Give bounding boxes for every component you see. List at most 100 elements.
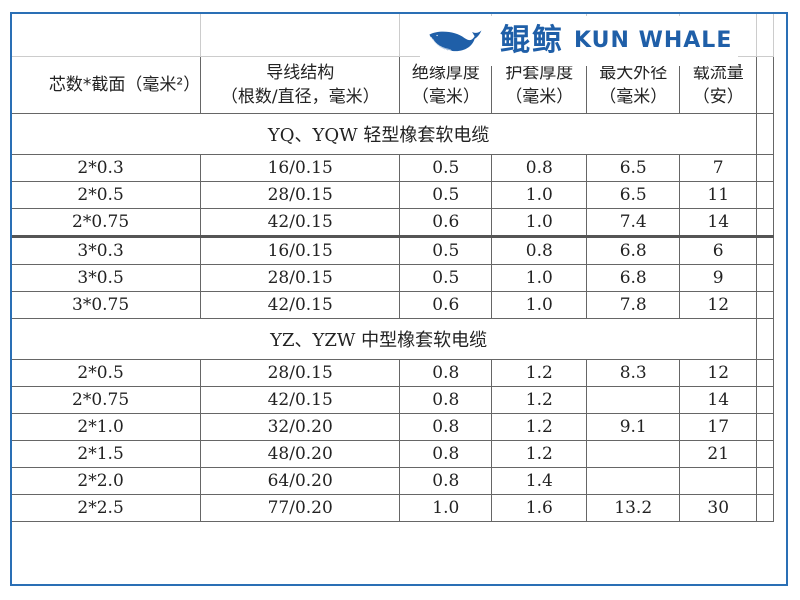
- table-cell: 17: [679, 413, 758, 441]
- table-cell: 8.3: [586, 359, 681, 387]
- table-cell: 0.5: [399, 181, 493, 209]
- table-cell: 11: [679, 181, 758, 209]
- table-cell: 1.0: [491, 208, 588, 237]
- table-viewport: 芯数*截面（毫米²） 导线结构 （根数/直径，毫米） 绝缘厚度 （毫米） 护套厚度 （…: [12, 14, 786, 540]
- blank-cell: [12, 14, 202, 57]
- blank-cell: [756, 467, 774, 495]
- blank-cell: [756, 154, 774, 182]
- table-cell: 42/0.15: [200, 386, 401, 414]
- table-cell: 1.0: [491, 181, 588, 209]
- blank-cell: [756, 113, 774, 155]
- table-cell: 2*2.0: [12, 467, 202, 495]
- table-cell: 0.6: [399, 208, 493, 237]
- logo-english-text: KUN WHALE: [574, 28, 733, 53]
- table-cell: 0.8: [399, 440, 493, 468]
- table-cell: 48/0.20: [200, 440, 401, 468]
- table-cell: 0.8: [399, 467, 493, 495]
- section-row: YQ、YQW 轻型橡套软电缆: [12, 113, 774, 155]
- table-cell: 77/0.20: [200, 494, 401, 522]
- blank-cell: [756, 235, 774, 265]
- table-cell: 14: [679, 208, 758, 237]
- table-cell: 2*1.0: [12, 413, 202, 441]
- table-cell: 2*0.3: [12, 154, 202, 182]
- table-cell: 7: [679, 154, 758, 182]
- table-row: 2*0.5 28/0.15 0.8 1.2 8.3 12: [12, 359, 774, 387]
- section-title: YQ、YQW 轻型橡套软电缆: [12, 113, 758, 155]
- blank-cell: [756, 56, 774, 114]
- table-cell: 6: [679, 235, 758, 265]
- table-cell: 0.8: [491, 154, 588, 182]
- cable-spec-table: 芯数*截面（毫米²） 导线结构 （根数/直径，毫米） 绝缘厚度 （毫米） 护套厚度 （…: [12, 14, 774, 522]
- table-cell: 3*0.5: [12, 264, 202, 292]
- header-cell: 载流量 （安）: [679, 56, 758, 114]
- table-cell: 32/0.20: [200, 413, 401, 441]
- table-cell: 30: [679, 494, 758, 522]
- blank-cell: [756, 440, 774, 468]
- table-cell: [586, 386, 681, 414]
- table-cell: 64/0.20: [200, 467, 401, 495]
- table-cell: [586, 440, 681, 468]
- blank-cell: [756, 264, 774, 292]
- blank-cell: [756, 494, 774, 522]
- table-cell: 2*2.5: [12, 494, 202, 522]
- table-cell: 13.2: [586, 494, 681, 522]
- table-cell: 0.5: [399, 154, 493, 182]
- table-cell: 3*0.75: [12, 291, 202, 319]
- table-cell: 2*0.75: [12, 208, 202, 237]
- table-cell: 6.5: [586, 154, 681, 182]
- table-cell: 1.4: [491, 467, 588, 495]
- table-cell: 3*0.3: [12, 235, 202, 265]
- table-row: 2*0.5 28/0.15 0.5 1.0 6.5 11: [12, 181, 774, 209]
- table-cell: 1.2: [491, 413, 588, 441]
- table-cell: 1.0: [491, 291, 588, 319]
- table-cell: 1.0: [491, 264, 588, 292]
- table-cell: 16/0.15: [200, 154, 401, 182]
- table-row: 3*0.5 28/0.15 0.5 1.0 6.8 9: [12, 264, 774, 292]
- table-cell: 6.8: [586, 235, 681, 265]
- table-cell: 7.8: [586, 291, 681, 319]
- table-cell: 2*1.5: [12, 440, 202, 468]
- table-cell: 42/0.15: [200, 291, 401, 319]
- blank-cell: [756, 181, 774, 209]
- table-cell: 28/0.15: [200, 264, 401, 292]
- table-cell: 2*0.75: [12, 386, 202, 414]
- table-cell: 1.2: [491, 359, 588, 387]
- table-cell: 6.8: [586, 264, 681, 292]
- whale-logo-icon: [429, 30, 482, 52]
- blank-cell: [756, 359, 774, 387]
- table-row: 2*2.5 77/0.20 1.0 1.6 13.2 30: [12, 494, 774, 522]
- table-cell: 1.2: [491, 386, 588, 414]
- table-cell: 1.6: [491, 494, 588, 522]
- table-cell: 9: [679, 264, 758, 292]
- table-cell: 1.0: [399, 494, 493, 522]
- table-row: 2*1.0 32/0.20 0.8 1.2 9.1 17: [12, 413, 774, 441]
- table-row: 3*0.75 42/0.15 0.6 1.0 7.8 12: [12, 291, 774, 319]
- table-cell: 12: [679, 359, 758, 387]
- table-cell: 6.5: [586, 181, 681, 209]
- table-row: 2*1.5 48/0.20 0.8 1.2 21: [12, 440, 774, 468]
- table-cell: [679, 467, 758, 495]
- table-cell: 0.8: [399, 413, 493, 441]
- table-cell: [586, 467, 681, 495]
- table-cell: 28/0.15: [200, 181, 401, 209]
- section-title: YZ、YZW 中型橡套软电缆: [12, 318, 758, 360]
- table-cell: 0.5: [399, 264, 493, 292]
- table-cell: 0.8: [491, 235, 588, 265]
- table-cell: 21: [679, 440, 758, 468]
- blank-cell: [200, 14, 401, 57]
- table-row: 2*0.3 16/0.15 0.5 0.8 6.5 7: [12, 154, 774, 182]
- blank-cell: [756, 291, 774, 319]
- blank-cell: [756, 318, 774, 360]
- table-cell: 42/0.15: [200, 208, 401, 237]
- blank-cell: [756, 386, 774, 414]
- table-row: 2*2.0 64/0.20 0.8 1.4: [12, 467, 774, 495]
- table-cell: 14: [679, 386, 758, 414]
- blank-cell: [756, 208, 774, 237]
- table-cell: 0.8: [399, 359, 493, 387]
- table-cell: 7.4: [586, 208, 681, 237]
- table-cell: 2*0.5: [12, 181, 202, 209]
- table-row: 2*0.75 42/0.15 0.6 1.0 7.4 14: [12, 208, 774, 237]
- table-row: 2*0.75 42/0.15 0.8 1.2 14: [12, 386, 774, 414]
- table-cell: 1.2: [491, 440, 588, 468]
- table-cell: 12: [679, 291, 758, 319]
